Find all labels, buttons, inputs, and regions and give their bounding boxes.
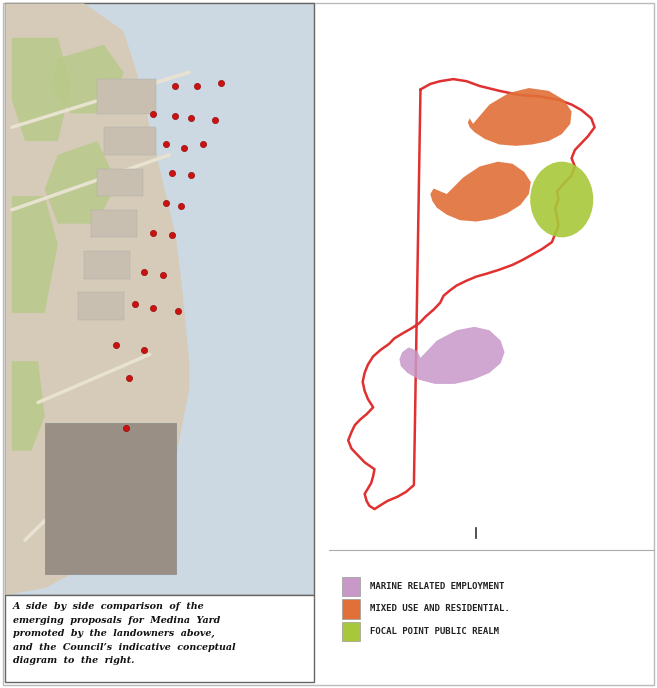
Polygon shape: [51, 45, 124, 114]
Bar: [91, 210, 137, 237]
Bar: [104, 127, 156, 155]
Text: MARINE RELATED EMPLOYMENT: MARINE RELATED EMPLOYMENT: [370, 581, 505, 591]
Bar: [5, 595, 314, 682]
Polygon shape: [5, 3, 189, 595]
Bar: [342, 622, 360, 641]
Text: A  side  by  side  comparison  of  the
emerging  proposals  for  Medina  Yard
pr: A side by side comparison of the emergin…: [13, 602, 236, 665]
Bar: [84, 251, 130, 279]
Polygon shape: [468, 88, 572, 146]
Text: FOCAL POINT PUBLIC REALM: FOCAL POINT PUBLIC REALM: [370, 627, 499, 636]
Polygon shape: [12, 38, 71, 141]
Bar: [97, 169, 143, 196]
Ellipse shape: [530, 162, 593, 237]
Polygon shape: [12, 196, 58, 313]
Polygon shape: [12, 361, 45, 451]
Bar: [342, 599, 360, 619]
Bar: [5, 3, 314, 595]
Bar: [342, 577, 360, 596]
Bar: [78, 292, 124, 320]
Polygon shape: [45, 141, 117, 224]
Bar: [45, 423, 176, 574]
Bar: [97, 79, 156, 114]
Text: MIXED USE AND RESIDENTIAL.: MIXED USE AND RESIDENTIAL.: [370, 604, 510, 614]
Polygon shape: [430, 162, 531, 222]
Polygon shape: [399, 327, 505, 384]
